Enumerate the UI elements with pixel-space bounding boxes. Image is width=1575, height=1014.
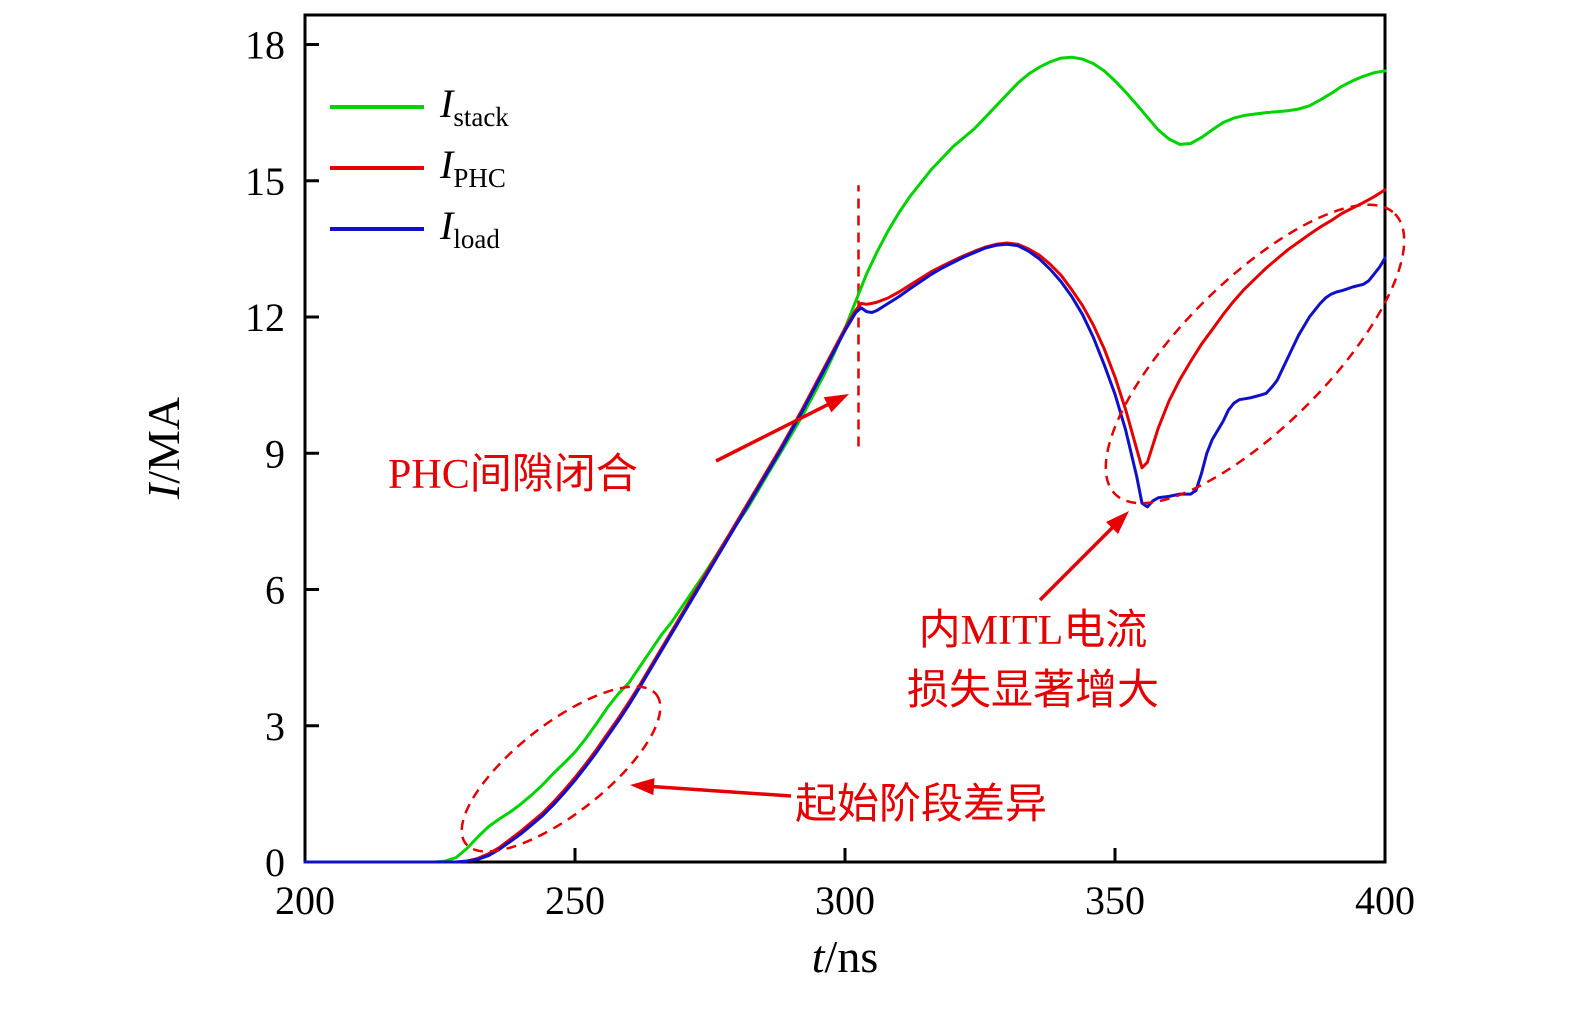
legend-swatch-load	[330, 226, 424, 231]
svg-text:200: 200	[275, 878, 335, 923]
svg-text:9: 9	[265, 431, 285, 476]
x-axis-label: t/ns	[695, 930, 995, 983]
annotation-initial-stage-difference: 起始阶段差异	[795, 782, 1048, 828]
legend-item-phc: IPHC	[330, 137, 509, 198]
svg-text:0: 0	[265, 840, 285, 885]
svg-text:300: 300	[815, 878, 875, 923]
legend-item-stack: Istack	[330, 76, 509, 137]
legend-label-stack: Istack	[440, 81, 509, 132]
svg-text:15: 15	[245, 159, 285, 204]
svg-text:3: 3	[265, 704, 285, 749]
x-axis-unit: /ns	[824, 931, 879, 982]
x-axis-symbol: t	[811, 931, 825, 982]
svg-text:250: 250	[545, 878, 605, 923]
legend-swatch-phc	[330, 165, 424, 170]
legend-label-phc: IPHC	[440, 142, 506, 193]
legend-swatch-stack	[330, 104, 424, 109]
y-axis-label: I/MA	[137, 328, 193, 568]
y-axis-unit: /MA	[138, 396, 189, 484]
svg-text:18: 18	[245, 23, 285, 68]
legend-label-load: Iload	[440, 203, 500, 254]
annotation-mitl-line1: 内MITL电流	[918, 608, 1148, 654]
legend: Istack IPHC Iload	[330, 76, 509, 259]
svg-text:400: 400	[1355, 878, 1415, 923]
annotation-phc-gap-closure: PHC间隙闭合	[388, 452, 638, 498]
svg-text:350: 350	[1085, 878, 1145, 923]
annotation-mitl-line2: 损失显著增大	[906, 667, 1159, 714]
annotation-mitl-current-loss: 内MITL电流 损失显著增大	[868, 602, 1198, 721]
legend-item-load: Iload	[330, 198, 509, 259]
svg-text:12: 12	[245, 295, 285, 340]
y-axis-symbol: I	[138, 483, 189, 500]
svg-text:6: 6	[265, 568, 285, 613]
